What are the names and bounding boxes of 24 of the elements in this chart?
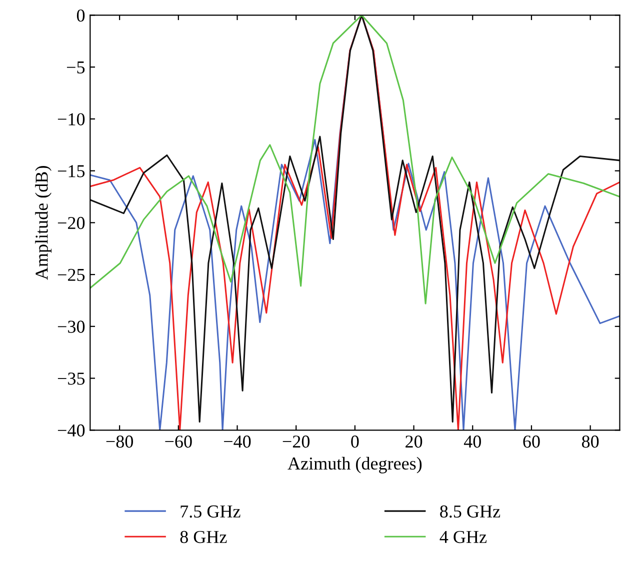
y-tick-label: −15 [58, 165, 85, 178]
y-tick-label: −25 [58, 268, 85, 281]
y-tick-label: −5 [66, 62, 85, 74]
x-tick-label: −80 [106, 436, 133, 448]
y-tick-label: −20 [58, 216, 85, 230]
x-tick-label: 60 [523, 436, 540, 448]
y-tick-label: −10 [58, 113, 85, 126]
x-tick-label: 20 [406, 436, 422, 448]
legend-label: 7.5 GHz [180, 505, 240, 518]
y-tick-label: −40 [58, 424, 85, 437]
legend-label: 8 GHz [180, 530, 227, 544]
x-tick-label: 0 [351, 436, 359, 448]
x-axis-title: Azimuth (degrees) [288, 456, 422, 474]
x-tick-label: 40 [464, 436, 481, 448]
legend-label: 4 GHz [440, 530, 487, 544]
x-tick-label: −60 [165, 436, 192, 448]
x-tick-label: −40 [224, 436, 251, 448]
y-tick-label: 0 [76, 9, 85, 22]
legend-label: 8.5 GHz [440, 505, 500, 518]
y-tick-label: −35 [58, 372, 85, 385]
x-tick-label: −20 [282, 436, 310, 448]
y-tick-label: −30 [58, 320, 85, 333]
x-tick-label: 80 [582, 436, 599, 448]
y-axis-title: Amplitude (dB) [35, 166, 52, 280]
